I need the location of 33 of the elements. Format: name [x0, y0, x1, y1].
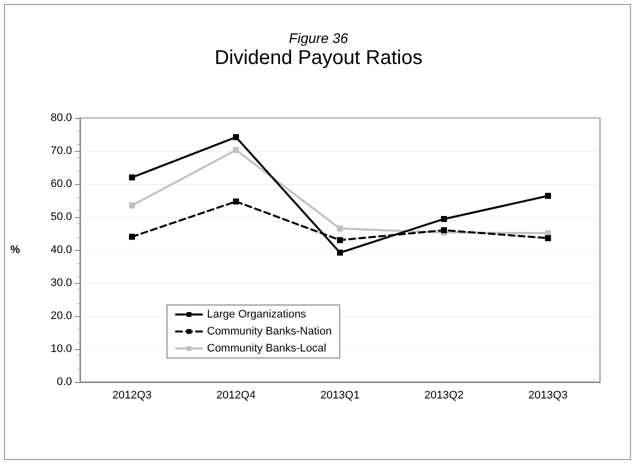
point [129, 174, 135, 180]
y-tick-label: 10.0 [50, 343, 72, 355]
point [337, 237, 343, 244]
y-tick-label: 60.0 [50, 178, 72, 190]
x-tick-label: 2012Q4 [216, 390, 256, 402]
chart-subtitle: Figure 36 [288, 30, 348, 46]
y-tick-label: 50.0 [50, 211, 72, 223]
point [545, 192, 551, 199]
chart-title: Dividend Payout Ratios [214, 47, 422, 69]
y-tick-label: 30.0 [50, 277, 72, 289]
y-tick-label: 40.0 [50, 244, 72, 256]
point [337, 226, 343, 232]
point [129, 202, 135, 208]
legend-label: Large Organizations [207, 308, 307, 320]
x-tick-label: 2012Q3 [112, 390, 152, 402]
y-tick-label: 70.0 [50, 145, 72, 157]
x-tick-label: 2013Q1 [320, 390, 360, 402]
x-tick-label: 2013Q3 [528, 390, 568, 402]
point [545, 235, 551, 242]
point [233, 198, 239, 204]
y-tick-label: 0.0 [56, 376, 72, 388]
point [441, 216, 447, 222]
legend-label: Community Banks-Local [207, 342, 326, 354]
y-tick-label: 20.0 [50, 310, 72, 322]
legend-label: Community Banks-Nation [207, 326, 332, 338]
point [233, 134, 239, 140]
point [129, 234, 135, 240]
y-tick-label: 80.0 [50, 112, 72, 124]
point [233, 147, 239, 154]
x-tick-label: 2013Q2 [424, 390, 464, 402]
point [337, 250, 343, 256]
point [441, 227, 447, 234]
y-axis-title: % [10, 244, 20, 256]
